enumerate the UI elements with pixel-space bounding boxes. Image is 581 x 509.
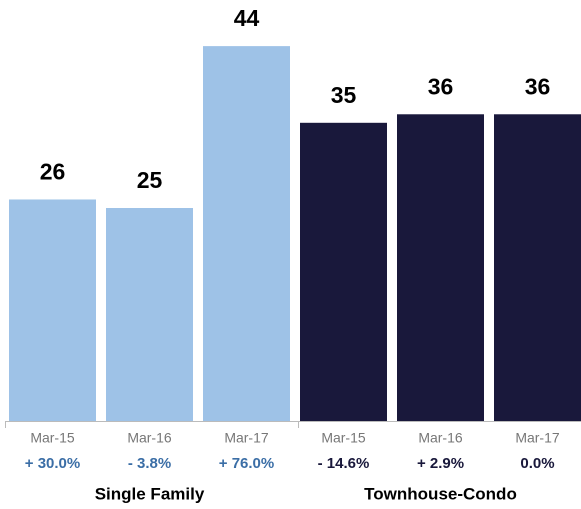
category-label: Mar-16 (418, 430, 463, 446)
bar (397, 114, 484, 421)
category-label: Mar-15 (321, 430, 366, 446)
bar (9, 199, 96, 421)
bar (203, 46, 290, 422)
value-label: 35 (331, 82, 357, 108)
group-label: Townhouse-Condo (364, 484, 517, 503)
category-label: Mar-17 (224, 430, 269, 446)
category-label: Mar-15 (30, 430, 75, 446)
category-label: Mar-17 (515, 430, 560, 446)
category-label: Mar-16 (127, 430, 172, 446)
bar (106, 208, 193, 421)
bar (300, 122, 387, 422)
group-label: Single Family (95, 484, 205, 503)
bar (494, 114, 581, 421)
value-label: 26 (40, 159, 66, 185)
change-label: - 14.6% (318, 455, 370, 472)
value-label: 36 (525, 73, 551, 99)
change-label: + 76.0% (219, 455, 274, 472)
change-label: + 30.0% (25, 455, 80, 472)
value-label: 36 (428, 73, 454, 99)
change-label: 0.0% (520, 455, 554, 472)
change-label: - 3.8% (128, 455, 171, 472)
change-label: + 2.9% (417, 455, 464, 472)
value-label: 44 (234, 5, 260, 31)
value-label: 25 (137, 167, 163, 193)
